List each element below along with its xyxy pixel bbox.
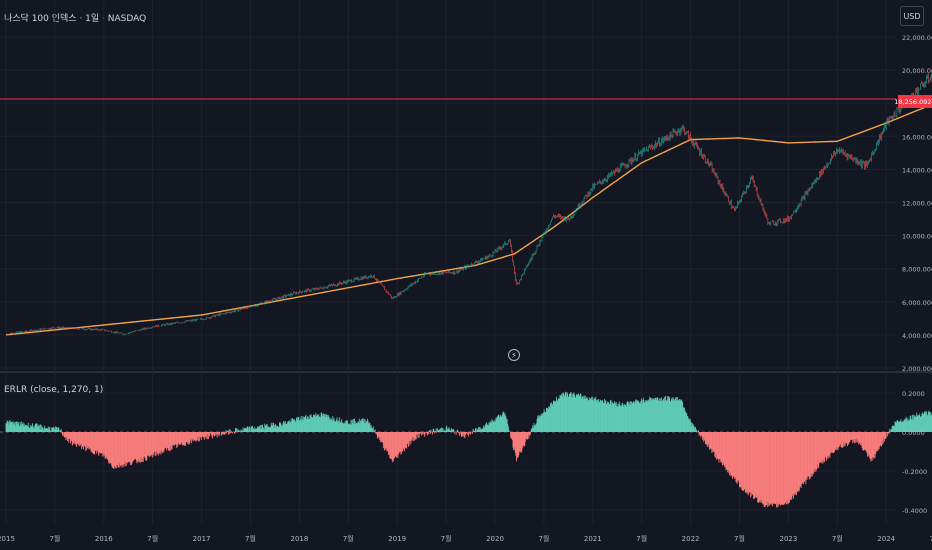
currency-button[interactable]: USD (900, 6, 924, 26)
y-tick-label: 4,000.0000 (902, 332, 932, 340)
x-tick-label: 7월 (636, 534, 647, 543)
ind-tick-label: 0.2000 (902, 390, 925, 398)
y-tick-label: 10,000.0000 (902, 233, 932, 241)
y-tick-label: 2,000.0000 (902, 365, 932, 373)
x-tick-label: 7월 (930, 534, 932, 543)
y-tick-label: 16,000.0000 (902, 133, 932, 141)
lightning-icon[interactable]: ⚡ (508, 349, 520, 361)
x-tick-label: 2023 (779, 535, 797, 543)
x-tick-label: 7월 (441, 534, 452, 543)
x-tick-label: 7월 (49, 534, 60, 543)
x-tick-label: 7월 (245, 534, 256, 543)
symbol-title: 나스닥 100 인덱스 · 1일 · NASDAQ (4, 14, 147, 24)
x-tick-label: 2022 (682, 535, 700, 543)
y-tick-label: 14,000.0000 (902, 166, 932, 174)
x-tick-label: 7월 (343, 534, 354, 543)
x-tick-label: 2024 (877, 535, 895, 543)
x-tick-label: 7월 (734, 534, 745, 543)
moving-average-line (5, 103, 932, 336)
y-tick-label: 12,000.0000 (902, 200, 932, 208)
x-tick-label: 2018 (290, 535, 308, 543)
x-tick-label: 2020 (486, 535, 504, 543)
x-tick-label: 7월 (832, 534, 843, 543)
x-tick-label: 7월 (538, 534, 549, 543)
x-tick-label: 2017 (193, 535, 211, 543)
y-tick-label: 6,000.0000 (902, 299, 932, 307)
x-tick-label: 2021 (584, 535, 602, 543)
x-tick-label: 2015 (0, 535, 15, 543)
indicator-title: ERLR (close, 1,270, 1) (4, 385, 104, 395)
y-tick-label: 22,000.0000 (902, 34, 932, 42)
x-tick-label: 2019 (388, 535, 406, 543)
ind-tick-label: 0.0000 (902, 429, 925, 437)
ind-tick-label: -0.4000 (902, 507, 927, 515)
ind-tick-label: -0.2000 (902, 468, 927, 476)
x-tick-label: 2016 (95, 535, 113, 543)
y-tick-label: 8,000.0000 (902, 266, 932, 274)
x-tick-label: 7월 (147, 534, 158, 543)
y-tick-label: 20,000.0000 (902, 67, 932, 75)
current-price-tag: 18,256.0921 (894, 95, 932, 108)
